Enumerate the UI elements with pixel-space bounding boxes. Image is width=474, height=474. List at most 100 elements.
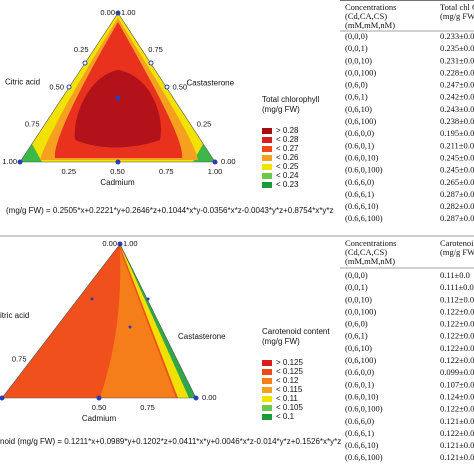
table-header: Concentrations [345,2,396,12]
table-cell: (0.6,0,100) [345,404,383,414]
table-cell: 0.099±0.0 [440,367,474,377]
legend-item: < 0.24 [276,171,299,180]
legend-item: < 0.1 [276,412,295,421]
region [193,144,215,162]
table-cell: (0.6,6,0) [345,416,374,426]
design-points [17,10,218,165]
right-tick-label: 0.00 [221,157,236,166]
table-cell: 0.247±0.0 [440,80,474,90]
table-cell: (0,0,100) [345,67,376,77]
table-cell: (0,0,100) [345,306,376,316]
table-cell: (0,6,100) [345,116,376,126]
table-cell: (0,0,0) [345,270,368,280]
table-cell: 0.122±0.0 [440,428,474,438]
table-header: (mg/g FW) [440,247,474,257]
table-cell: (0,6,1) [345,92,368,102]
table-cell: (0.6,6,1) [345,189,374,199]
axis-title: Castasterone [178,332,226,341]
table-cell: (0.6,0,0) [345,367,374,377]
table-cell: 0.233±0.00 [440,31,474,41]
table-header: (Cd,CA,CS) [345,247,387,257]
design-points-open [66,60,170,90]
table-cell: 0.121±0.0 [440,452,474,462]
table-cell: 0.122±0.0 [440,343,474,353]
legend-item: < 0.28 [276,135,299,144]
table-cell: 0.11±0.0 [440,270,470,280]
table-cell: 0.122±0.0 [440,331,474,341]
right-tick-label: 0.00 [202,393,217,402]
table-cell: 0.242±0.0 [440,92,474,102]
bottom-tick-label: 0.50 [92,403,107,412]
axis-title: Castasterone [187,79,235,88]
table-cell: 0.287±0.0 [440,189,474,199]
table-cell: (0,0,1) [345,43,368,53]
table-cell: (0,6,1) [345,331,368,341]
apex-label: 0.00 [100,8,115,17]
left-tick-label: 0.25 [74,45,89,54]
legend-swatches-bottom [262,360,272,420]
region [74,70,161,148]
left-tick-label: 1.00 [2,157,17,166]
legend-title: Carotenoid content [262,327,330,336]
legend-title: (mg/g FW) [262,337,300,346]
table-cell: 0.121±0.0 [440,440,474,450]
table-cell: (0.6,0,1) [345,140,374,150]
bottom-tick-label: 0.25 [61,167,76,176]
axis-title: Cadmium [82,414,117,423]
table-cell: 0.245±0.0 [440,165,474,175]
legend-title: (mg/g FW) [262,105,300,114]
table-header: (mg/g FW) [440,11,474,21]
right-tick-label: 0.75 [148,45,163,54]
table-cell: (0.6,0,100) [345,165,383,175]
table-cell: (0.6,0,0) [345,128,374,138]
legend-item: > 0.28 [276,126,299,135]
left-tick-label: 0.50 [49,82,64,91]
table-cell: 0.245±0.0 [440,152,474,162]
table-cell: (0.6,0,10) [345,152,378,162]
table-cell: (0.6,6,10) [345,440,378,450]
design-points [0,241,199,401]
table-cell: (0.6,6,1) [345,428,374,438]
table-cell: (0.6,6,0) [345,177,374,187]
table-cell: (0.6,6,100) [345,452,383,462]
texts: 0.00 1.000.250.500.751.000.750.500.250.00… [0,2,474,462]
ternary-top [17,10,218,165]
table-cell: 0.243±0.0 [440,104,474,114]
legend-swatches-top [262,128,272,188]
legend-item: < 0.105 [276,403,303,412]
legend-item: < 0.26 [276,153,299,162]
table-cell: 0.107±0.0 [440,379,474,389]
table-header: Total chl C [440,2,474,12]
region [100,250,176,398]
left-tick-label: 0.75 [25,120,40,129]
table-cell: (0,6,10) [345,104,372,114]
table-cell: 0.265±0.0 [440,177,474,187]
ternary-bottom [0,241,199,401]
bottom-tick-label: 1.00 [208,167,223,176]
equation: (mg/g FW) = 0.2505*x+0.2221*y+0.2646*z+0… [6,206,334,215]
table-cell: (0,0,10) [345,55,372,65]
legend-item: < 0.23 [276,180,299,189]
table-cell: 0.231±0.0 [440,55,474,65]
apex-label: 1.00 [123,239,138,248]
right-tick-label: 0.50 [173,82,188,91]
table-header: Carotenoi [440,238,474,248]
axis-title: Cadmium [100,178,135,187]
table-cell: 0.211±0.0 [440,140,474,150]
table-header: (mM,mM,nM) [345,256,395,266]
legend-item: < 0.27 [276,144,299,153]
table-cell: 0.121±0.0 [440,416,474,426]
legend-item: < 0.25 [276,162,299,171]
table-cell: 0.228±0.0 [440,67,474,77]
table-cell: (0,0,0) [345,31,368,41]
table-cell: (0,0,1) [345,282,368,292]
left-tick-label: 0.75 [12,354,27,363]
table-cell: (0,6,0) [345,80,368,90]
table-cell: 0.124±0.0 [440,391,474,401]
region [20,144,42,162]
table-cell: 0.122±0.0 [440,404,474,414]
axis-title: Citric acid [5,78,40,87]
legend-item: < 0.125 [276,367,303,376]
